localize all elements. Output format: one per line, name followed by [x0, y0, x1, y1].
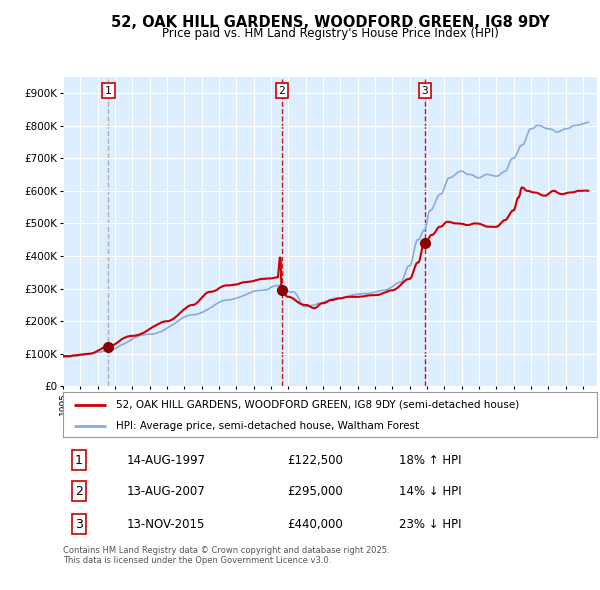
Text: Contains HM Land Registry data © Crown copyright and database right 2025.
This d: Contains HM Land Registry data © Crown c… — [63, 546, 389, 565]
Text: £295,000: £295,000 — [287, 484, 343, 498]
Text: 14% ↓ HPI: 14% ↓ HPI — [400, 484, 462, 498]
Text: 14-AUG-1997: 14-AUG-1997 — [127, 454, 206, 467]
Text: 1: 1 — [75, 454, 83, 467]
Text: 13-NOV-2015: 13-NOV-2015 — [127, 517, 205, 531]
Text: HPI: Average price, semi-detached house, Waltham Forest: HPI: Average price, semi-detached house,… — [116, 421, 419, 431]
Text: 52, OAK HILL GARDENS, WOODFORD GREEN, IG8 9DY: 52, OAK HILL GARDENS, WOODFORD GREEN, IG… — [110, 15, 550, 30]
Text: 3: 3 — [421, 86, 428, 96]
Text: 23% ↓ HPI: 23% ↓ HPI — [400, 517, 462, 531]
Text: 3: 3 — [75, 517, 83, 531]
Text: 1: 1 — [105, 86, 112, 96]
Text: 2: 2 — [75, 484, 83, 498]
Text: Price paid vs. HM Land Registry's House Price Index (HPI): Price paid vs. HM Land Registry's House … — [161, 27, 499, 40]
Text: 52, OAK HILL GARDENS, WOODFORD GREEN, IG8 9DY (semi-detached house): 52, OAK HILL GARDENS, WOODFORD GREEN, IG… — [116, 400, 520, 409]
Text: 18% ↑ HPI: 18% ↑ HPI — [400, 454, 462, 467]
Text: £440,000: £440,000 — [287, 517, 343, 531]
Text: 2: 2 — [278, 86, 285, 96]
Text: £122,500: £122,500 — [287, 454, 343, 467]
Text: 13-AUG-2007: 13-AUG-2007 — [127, 484, 206, 498]
